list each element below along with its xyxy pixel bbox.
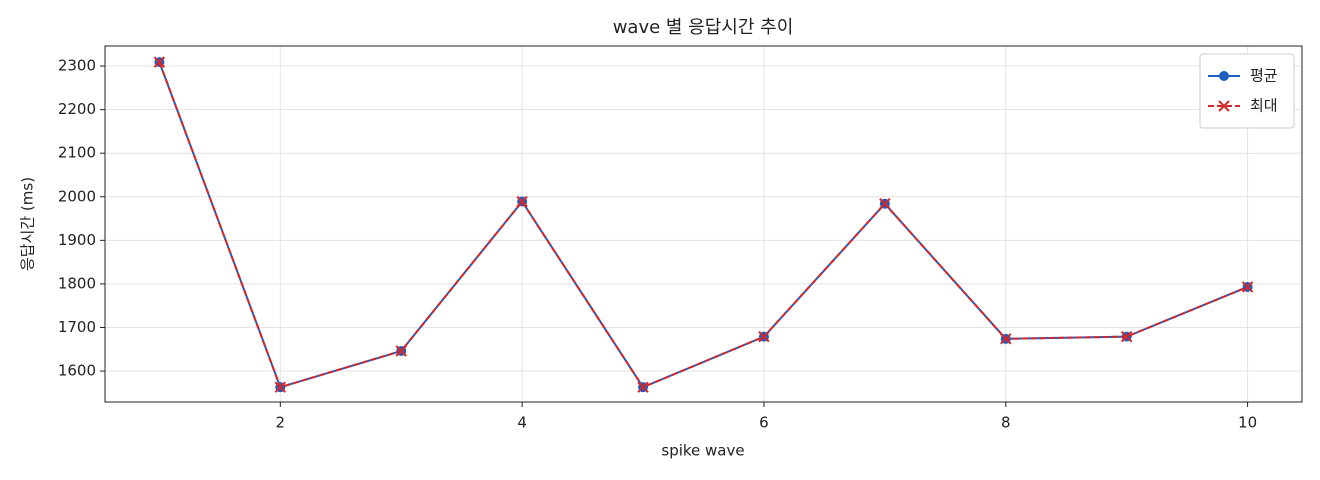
x-tick-label: 10 (1238, 414, 1257, 432)
legend-label: 최대 (1250, 97, 1278, 115)
x-tick-label: 2 (276, 414, 286, 432)
point (516, 195, 528, 208)
point (879, 198, 891, 210)
point (1120, 330, 1133, 343)
point (1241, 281, 1254, 293)
point (1000, 333, 1012, 345)
y-tick-label: 2000 (58, 187, 96, 205)
point (153, 56, 166, 68)
y-tick-label: 1600 (58, 362, 96, 380)
y-tick-label: 2200 (58, 100, 96, 118)
series-line (158, 61, 1248, 389)
legend-marker (1218, 100, 1230, 112)
point (758, 330, 770, 343)
legend-label: 평균 (1250, 67, 1278, 85)
y-tick-label: 1900 (58, 231, 96, 249)
point (395, 345, 407, 357)
x-tick-label: 6 (759, 414, 769, 432)
legend-box (1199, 53, 1295, 129)
x-tick-label: 8 (1001, 414, 1011, 432)
series-line (158, 61, 1248, 389)
legend-marker (1219, 71, 1229, 81)
x-tick-label: 4 (517, 414, 527, 432)
point (637, 381, 649, 393)
x-axis-label: spike wave (661, 442, 744, 460)
y-tick-label: 2300 (58, 57, 96, 75)
plot-frame (104, 45, 1303, 403)
point (274, 381, 287, 393)
y-axis-label: 응답시간 (ms) (19, 177, 37, 271)
y-tick-label: 1700 (58, 318, 96, 336)
y-tick-label: 2100 (58, 144, 96, 162)
chart-title: wave 별 응답시간 추이 (613, 17, 794, 38)
y-tick-label: 1800 (58, 274, 96, 292)
